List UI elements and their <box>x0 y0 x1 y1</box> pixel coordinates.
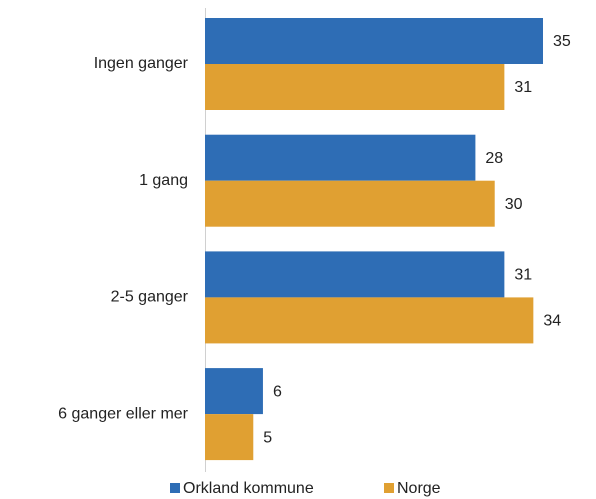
category-label: Ingen ganger <box>94 55 189 72</box>
bar <box>205 297 534 344</box>
data-label: 35 <box>553 33 571 50</box>
data-label: 31 <box>514 79 532 96</box>
data-label: 6 <box>273 383 282 400</box>
bar <box>205 180 495 227</box>
legend-swatch <box>384 483 394 493</box>
data-label: 31 <box>514 267 532 284</box>
category-label: 2-5 ganger <box>111 289 189 306</box>
legend-label: Orkland kommune <box>183 480 314 497</box>
data-label: 28 <box>485 150 503 167</box>
category-label: 1 gang <box>139 172 188 189</box>
legend-label: Norge <box>397 480 441 497</box>
category-label: 6 ganger eller mer <box>58 405 189 422</box>
bar <box>205 134 476 181</box>
data-label: 30 <box>505 196 523 213</box>
bar <box>205 414 254 461</box>
data-label: 5 <box>263 429 272 446</box>
bar <box>205 368 263 415</box>
data-label: 34 <box>543 313 561 330</box>
bar <box>205 18 543 64</box>
bar <box>205 251 505 298</box>
legend-swatch <box>170 483 180 493</box>
bar <box>205 64 505 110</box>
